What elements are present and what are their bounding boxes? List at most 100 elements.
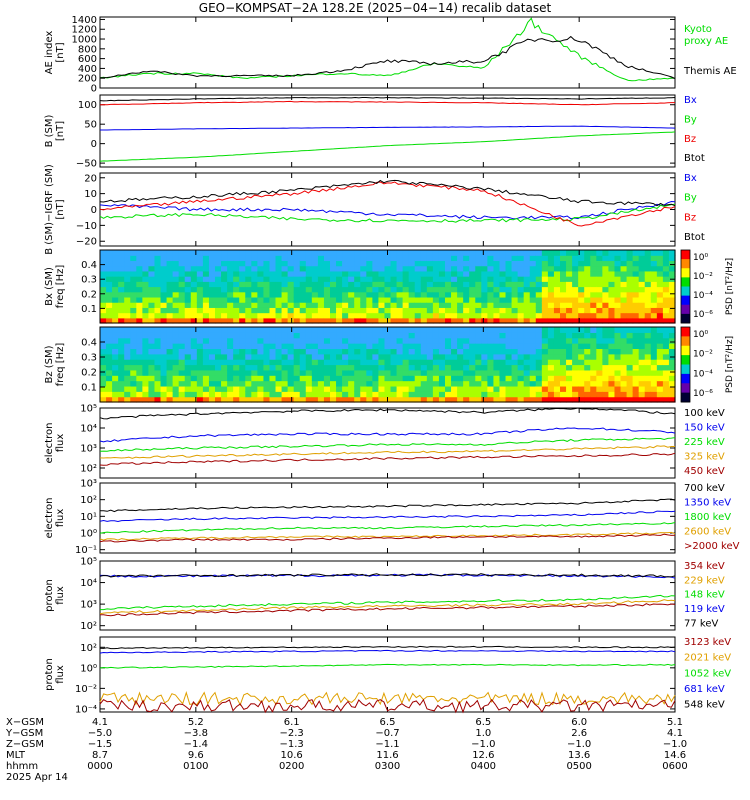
spectrogram-cell [572, 296, 579, 303]
spectrogram-cell [602, 364, 610, 371]
spectrogram-cell [118, 265, 125, 272]
spectrogram-cell [445, 385, 452, 392]
spectrogram-cell [372, 332, 380, 339]
spectrogram-cell [166, 276, 174, 282]
spectrogram-cell [566, 343, 573, 350]
spectrogram-cell [487, 396, 495, 403]
spectrogram-cell [517, 359, 525, 366]
spectrogram-cell [323, 307, 331, 314]
series-line [99, 573, 676, 578]
spectrogram-cell [511, 353, 519, 360]
time-axis-value: 10.6 [281, 750, 303, 761]
spectrogram-cell [106, 312, 113, 319]
spectrogram-cell [560, 353, 567, 360]
spectrogram-cell [547, 391, 555, 398]
spectrogram-cell [100, 260, 107, 267]
spectrogram-cell [257, 396, 265, 403]
spectrogram-cell [426, 348, 434, 355]
y-tick-label: 0 [91, 205, 97, 216]
spectrogram-cell [317, 375, 325, 382]
spectrogram-cell [578, 291, 585, 298]
spectrogram-cell [535, 317, 543, 324]
spectrogram-cell [118, 348, 125, 355]
spectrogram-cell [572, 260, 579, 267]
spectrogram-cell [366, 385, 373, 392]
y-tick-label: 0.3 [81, 353, 97, 364]
spectrogram-cell [511, 369, 519, 376]
spectrogram-cell [317, 286, 325, 293]
spectrogram-cell [596, 391, 603, 398]
spectrogram-cell [130, 312, 137, 319]
spectrogram-cell [469, 265, 476, 272]
spectrogram-cell [517, 270, 525, 277]
spectrogram-cell [523, 369, 531, 376]
spectrogram-cell [463, 302, 470, 308]
spectrogram-cell [529, 375, 537, 382]
spectrogram-cell [178, 307, 186, 314]
spectrogram-cell [523, 327, 531, 333]
spectrogram-cell [100, 291, 107, 298]
spectrogram-cell [457, 337, 464, 344]
spectrogram-cell [378, 250, 386, 256]
spectrogram-cell [414, 255, 422, 262]
spectrogram-cell [348, 307, 355, 314]
spectrogram-cell [493, 250, 501, 256]
spectrogram-cell [190, 255, 198, 262]
spectrogram-cell [584, 291, 591, 298]
spectrogram-cell [196, 380, 204, 387]
spectrogram-cell [239, 332, 246, 339]
spectrogram-cell [112, 281, 119, 288]
spectrogram-cell [614, 265, 622, 272]
spectrogram-cell [626, 396, 634, 403]
spectrogram-cell [402, 364, 410, 371]
spectrogram-cell [463, 375, 470, 382]
spectrogram-cell [590, 364, 597, 371]
spectrogram-cell [668, 327, 676, 333]
spectrogram-cell [608, 327, 616, 333]
spectrogram-cell [662, 375, 670, 382]
spectrogram-cell [287, 353, 295, 360]
spectrogram-cell [487, 391, 495, 398]
spectrogram-cell [408, 260, 416, 267]
spectrogram-cell [487, 348, 495, 355]
spectrogram-cell [638, 348, 646, 355]
spectrogram-cell [608, 348, 616, 355]
legend-entry: 3123 keV [684, 637, 731, 648]
spectrogram-cell [130, 317, 137, 324]
spectrogram-cell [160, 255, 168, 262]
spectrogram-cell [602, 265, 610, 272]
spectrogram-cell [148, 364, 156, 371]
spectrogram-cell [414, 291, 422, 298]
spectrogram-cell [626, 380, 634, 387]
spectrogram-cell [215, 380, 222, 387]
spectrogram-cell [572, 380, 579, 387]
spectrogram-cell [499, 343, 507, 350]
spectrogram-cell [668, 286, 676, 293]
spectrogram-cell [317, 391, 325, 398]
spectrogram-cell [299, 317, 307, 324]
spectrogram-cell [130, 281, 137, 288]
spectrogram-cell [215, 348, 222, 355]
spectrogram-cell [517, 396, 525, 403]
spectrogram-cell [414, 276, 422, 282]
y-tick-label: 10⁰ [80, 529, 97, 540]
spectrogram-cell [493, 307, 501, 314]
spectrogram-cell [493, 337, 501, 344]
spectrogram-cell [499, 364, 507, 371]
spectrogram-cell [457, 276, 464, 282]
spectrogram-cell [348, 348, 355, 355]
spectrogram-cell [426, 396, 434, 403]
spectrogram-cell [227, 286, 234, 293]
spectrogram-cell [202, 286, 210, 293]
spectrogram-cell [614, 385, 622, 392]
spectrogram-cell [451, 385, 458, 392]
spectrogram-cell [360, 337, 367, 344]
spectrogram-cell [511, 348, 519, 355]
spectrogram-cell [608, 296, 616, 303]
spectrogram-cell [535, 343, 543, 350]
spectrogram-cell [348, 302, 355, 308]
spectrogram-cell [305, 364, 313, 371]
spectrogram-cell [668, 296, 676, 303]
spectrogram-cell [408, 317, 416, 324]
spectrogram-cell [221, 296, 228, 303]
